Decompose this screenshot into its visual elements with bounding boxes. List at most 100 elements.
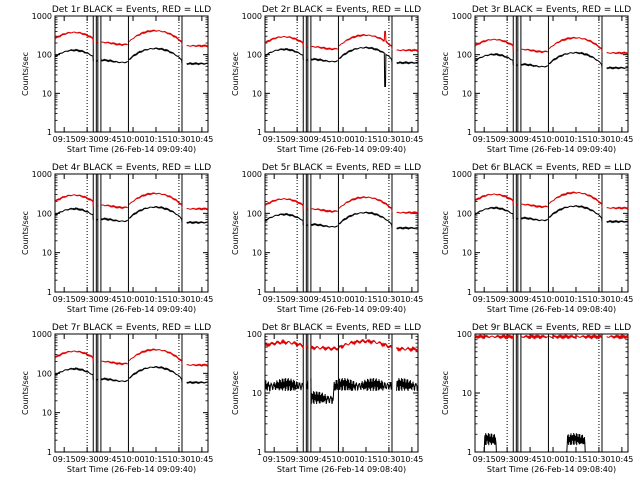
- x-tick-label: 10:45: [190, 295, 213, 304]
- x-tick-label: 10:00: [121, 455, 144, 464]
- y-tick-label: 100: [247, 209, 262, 218]
- x-tick-label: 10:00: [541, 455, 564, 464]
- plot-frame: [264, 333, 419, 453]
- y-axis-label: Counts/sec: [231, 211, 240, 255]
- x-tick-label: 09:15: [473, 295, 496, 304]
- x-tick-label: 10:45: [610, 135, 633, 144]
- chart-panel-6: Det 6r BLACK = Events, RED = LLD Start Ti…: [441, 163, 633, 314]
- chart-title: Det 5r BLACK = Events, RED = LLD: [262, 163, 421, 173]
- chart-panel-4: Det 4r BLACK = Events, RED = LLD Start Ti…: [21, 163, 213, 314]
- x-tick-label: 09:30: [286, 455, 309, 464]
- chart-title: Det 4r BLACK = Events, RED = LLD: [52, 163, 211, 173]
- y-tick-label: 1: [47, 448, 52, 457]
- x-tick-label: 09:45: [309, 295, 332, 304]
- series-line-events: [474, 51, 629, 70]
- y-axis-label: Counts/sec: [441, 52, 450, 96]
- plot-frame: [474, 15, 629, 133]
- x-tick-label: 10:15: [354, 455, 377, 464]
- chart-panel-1: Det 1r BLACK = Events, RED = LLD Start Ti…: [21, 5, 213, 154]
- x-axis-label: Start Time (26-Feb-14 09:08:40): [487, 465, 616, 474]
- y-axis-label: Counts/sec: [441, 211, 450, 255]
- x-tick-label: 10:15: [144, 455, 167, 464]
- y-tick-label: 100: [457, 51, 472, 60]
- x-tick-label: 09:15: [263, 455, 286, 464]
- y-tick-label: 100: [457, 330, 472, 339]
- y-tick-label: 10: [42, 89, 52, 98]
- x-tick-label: 09:15: [263, 295, 286, 304]
- x-tick-label: 09:30: [76, 295, 99, 304]
- y-tick-label: 1: [257, 448, 262, 457]
- chart-title: Det 6r BLACK = Events, RED = LLD: [472, 163, 631, 173]
- series-line-events: [54, 365, 209, 385]
- series-line-lld: [264, 338, 419, 353]
- y-axis-label: Counts/sec: [21, 52, 30, 96]
- x-tick-label: 10:15: [564, 455, 587, 464]
- x-axis-label: Start Time (26-Feb-14 09:09:40): [67, 465, 196, 474]
- y-tick-label: 10: [462, 389, 472, 398]
- chart-title: Det 7r BLACK = Events, RED = LLD: [52, 323, 211, 333]
- x-tick-label: 10:00: [121, 135, 144, 144]
- chart-title: Det 8r BLACK = Events, RED = LLD: [262, 323, 421, 333]
- x-tick-label: 10:00: [331, 295, 354, 304]
- x-tick-label: 09:45: [309, 455, 332, 464]
- series-line-lld: [474, 191, 629, 210]
- y-axis-label: Counts/sec: [231, 52, 240, 96]
- plot-frame: [474, 173, 629, 293]
- series-line-lld: [474, 36, 629, 55]
- x-tick-label: 09:30: [496, 455, 519, 464]
- series-line-lld: [54, 29, 209, 48]
- x-tick-label: 10:15: [354, 295, 377, 304]
- x-axis-label: Start Time (26-Feb-14 09:09:40): [67, 305, 196, 314]
- x-tick-label: 10:15: [144, 135, 167, 144]
- x-tick-label: 09:30: [286, 295, 309, 304]
- x-tick-label: 10:45: [190, 135, 213, 144]
- chart-title: Det 1r BLACK = Events, RED = LLD: [52, 5, 211, 15]
- x-tick-label: 09:45: [99, 455, 122, 464]
- y-tick-label: 100: [457, 209, 472, 218]
- y-tick-label: 100: [37, 209, 52, 218]
- y-tick-label: 1000: [32, 12, 52, 21]
- plot-frame: [54, 173, 209, 293]
- x-tick-label: 09:45: [99, 135, 122, 144]
- series-line-lld: [474, 333, 629, 340]
- chart-panel-3: Det 3r BLACK = Events, RED = LLD Start Ti…: [441, 5, 633, 154]
- plot-frame: [264, 173, 419, 293]
- y-tick-label: 1000: [32, 170, 52, 179]
- x-tick-label: 10:00: [331, 135, 354, 144]
- chart-panel-2: Det 2r BLACK = Events, RED = LLD Start Ti…: [231, 5, 423, 154]
- x-tick-label: 09:15: [53, 295, 76, 304]
- y-axis-label: Counts/sec: [441, 371, 450, 415]
- chart-panel-9: Det 9r BLACK = Events, RED = LLD Start Ti…: [441, 323, 633, 474]
- plot-frame: [54, 333, 209, 453]
- x-tick-label: 10:45: [610, 295, 633, 304]
- y-tick-label: 100: [247, 330, 262, 339]
- y-axis-label: Counts/sec: [21, 211, 30, 255]
- series-line-lld: [264, 30, 419, 52]
- y-axis-label: Counts/sec: [21, 371, 30, 415]
- x-axis-label: Start Time (26-Feb-14 09:08:40): [277, 465, 406, 474]
- y-tick-label: 10: [252, 249, 262, 258]
- y-tick-label: 10: [42, 249, 52, 258]
- x-axis-label: Start Time (26-Feb-14 09:09:40): [277, 305, 406, 314]
- series-line-events: [54, 205, 209, 225]
- y-tick-label: 10: [252, 89, 262, 98]
- plot-frame: [474, 333, 629, 453]
- chart-title: Det 3r BLACK = Events, RED = LLD: [472, 5, 631, 15]
- x-axis-label: Start Time (26-Feb-14 09:09:40): [67, 145, 196, 154]
- y-tick-label: 1000: [452, 12, 472, 21]
- y-axis-label: Counts/sec: [231, 371, 240, 415]
- y-tick-label: 10: [42, 409, 52, 418]
- x-tick-label: 10:15: [144, 295, 167, 304]
- x-tick-label: 10:30: [167, 455, 190, 464]
- x-tick-label: 10:15: [354, 135, 377, 144]
- chart-title: Det 9r BLACK = Events, RED = LLD: [472, 323, 631, 333]
- series-line-events: [474, 205, 629, 224]
- x-tick-label: 09:15: [473, 455, 496, 464]
- x-tick-label: 10:45: [400, 135, 423, 144]
- x-tick-label: 10:30: [167, 295, 190, 304]
- series-line-events: [264, 211, 419, 230]
- y-tick-label: 100: [247, 51, 262, 60]
- x-tick-label: 10:45: [610, 455, 633, 464]
- y-tick-label: 1000: [32, 330, 52, 339]
